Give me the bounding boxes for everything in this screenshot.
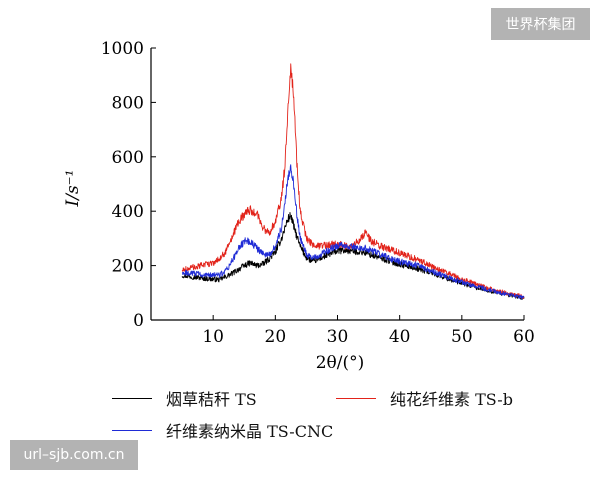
legend-label-ts-b: 纯花纤维素 TS-b — [390, 390, 513, 409]
series-line-ts — [181, 211, 525, 301]
ticks-layer: 0 200 400 600 800 1000 10 20 30 40 50 60 — [101, 39, 535, 347]
series-line-ts-cnc — [181, 164, 525, 300]
x-tick-label: 20 — [265, 327, 287, 347]
x-axis-label: 2θ/(°) — [316, 353, 365, 373]
y-axis-label: I/s⁻¹ — [63, 170, 83, 208]
series-layer — [181, 63, 525, 301]
y-tick-label: 200 — [112, 257, 144, 277]
y-tick-label: 1000 — [101, 39, 144, 59]
x-tick-label: 60 — [513, 327, 535, 347]
watermark-top-right: 世界杯集团 — [491, 8, 590, 40]
legend-label-ts-cnc: 纤维素纳米晶 TS-CNC — [166, 422, 334, 441]
x-tick-label: 10 — [202, 327, 224, 347]
legend-swatch-ts — [112, 397, 152, 399]
legend-swatch-ts-cnc — [112, 429, 152, 431]
legend-swatch-ts-b — [336, 397, 376, 399]
legend-item-ts-cnc: 纤维素纳米晶 TS-CNC — [112, 418, 333, 442]
watermark-bottom-left: url–sjb.com.cn — [10, 440, 138, 470]
legend-label-ts: 烟草秸秆 TS — [166, 390, 257, 409]
x-tick-label: 40 — [389, 327, 411, 347]
x-tick-label: 30 — [327, 327, 349, 347]
series-line-ts-b — [181, 63, 525, 299]
x-tick-label: 50 — [451, 327, 473, 347]
y-tick-label: 600 — [112, 148, 144, 168]
y-tick-label: 800 — [112, 93, 144, 113]
y-tick-label: 0 — [133, 311, 144, 331]
y-tick-label: 400 — [112, 202, 144, 222]
legend-item-ts-b: 纯花纤维素 TS-b — [336, 386, 513, 410]
legend-item-ts: 烟草秸秆 TS — [112, 386, 257, 410]
